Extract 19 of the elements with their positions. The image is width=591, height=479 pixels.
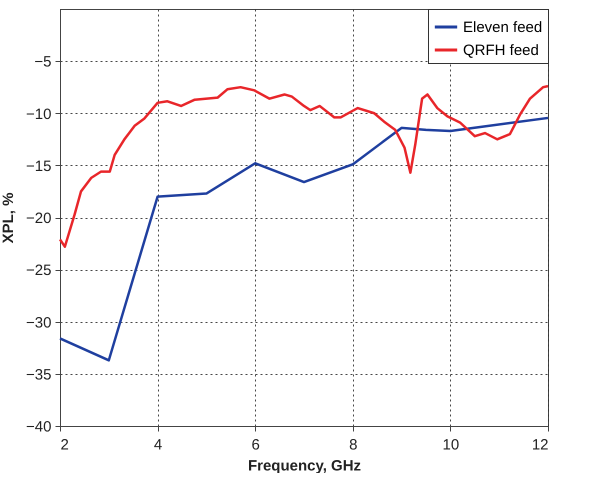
y-tick-label: −5 [34,54,52,71]
y-tick-label: −15 [26,158,52,175]
x-tick-label: 10 [442,436,460,454]
y-tick-label: −40 [26,418,52,436]
y-tick-label: −10 [26,106,52,123]
y-tick-label: −20 [26,210,52,227]
y-tick-label: −30 [26,314,52,332]
legend-label: QRFH feed [463,42,539,59]
x-tick-label: 12 [532,436,548,454]
x-tick-label: 6 [252,436,260,454]
legend-label: Eleven feed [463,19,542,36]
line-series [58,116,550,362]
y-tick-label: −35 [26,366,52,384]
x-tick-label: 2 [60,436,69,454]
y-tick-label: −25 [26,262,52,280]
line-series [58,84,550,248]
x-tick-label: 4 [154,436,162,454]
x-tick-label: 8 [349,436,358,454]
y-axis-title: XPL, % [0,192,18,244]
